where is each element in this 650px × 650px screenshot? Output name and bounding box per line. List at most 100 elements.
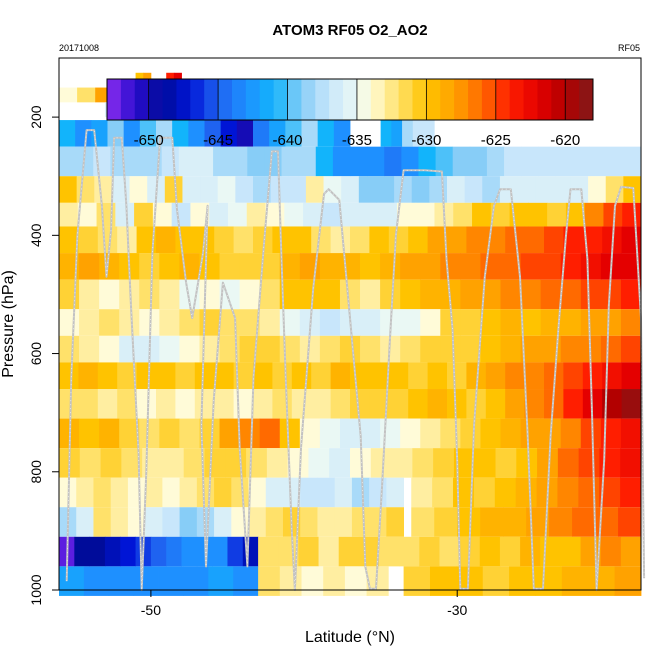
- heatmap-cell: [233, 362, 254, 390]
- heatmap-cell: [540, 253, 562, 280]
- heatmap-cell: [480, 253, 501, 280]
- heatmap-cell: [466, 226, 487, 254]
- heatmap-cell: [78, 226, 99, 254]
- heatmap-cell: [236, 120, 254, 147]
- heatmap-cell: [418, 146, 436, 177]
- heatmap-cell: [469, 146, 488, 177]
- colorbar-swatch: [398, 79, 413, 120]
- heatmap-cell: [400, 279, 421, 310]
- colorbar-swatch: [468, 79, 483, 120]
- heatmap-cell: [358, 536, 380, 567]
- heatmap-cell: [330, 226, 351, 254]
- colorbar: -650 -645 -640 -635 -630 -625 -620: [106, 78, 594, 149]
- heatmap-cell: [447, 226, 467, 254]
- heatmap-cell: [499, 536, 521, 567]
- heatmap-cell: [288, 176, 307, 203]
- heatmap-cell: [258, 536, 279, 567]
- heatmap-cell: [291, 362, 312, 390]
- heatmap-cell: [145, 477, 163, 508]
- heatmap-cell: [209, 202, 229, 227]
- heatmap-cell: [59, 226, 79, 254]
- heatmap-cell: [440, 309, 461, 336]
- heatmap-cell: [419, 536, 440, 567]
- heatmap-cell: [134, 202, 154, 227]
- heatmap-cell: [588, 176, 607, 203]
- heatmap-cell: [401, 146, 419, 177]
- heatmap-cell: [440, 253, 461, 280]
- heatmap-cell: [400, 253, 421, 280]
- colorbar-swatch: [523, 79, 538, 120]
- heatmap-cell: [239, 253, 261, 280]
- heatmap-cell: [175, 362, 196, 390]
- colorbar-swatch: [343, 79, 358, 120]
- heatmap-cell: [317, 507, 336, 537]
- heatmap-cell: [248, 477, 267, 508]
- heatmap-cell: [272, 389, 293, 419]
- heatmap-cell: [490, 202, 510, 227]
- heatmap-cell: [540, 279, 562, 310]
- heatmap-cell: [178, 146, 197, 177]
- heatmap-cell: [246, 448, 268, 478]
- colorbar-swatch: [384, 79, 399, 120]
- heatmap-cell: [119, 309, 140, 336]
- heatmap-cell: [472, 202, 492, 227]
- heatmap-cell: [453, 448, 476, 478]
- heatmap-cell: [59, 389, 79, 419]
- heatmap-cell: [156, 389, 176, 419]
- heatmap-cell: [388, 389, 409, 419]
- heatmap-cell: [219, 335, 241, 363]
- heatmap-cell: [175, 389, 196, 419]
- heatmap-cell: [299, 335, 321, 363]
- heatmap-cell: [158, 566, 184, 596]
- heatmap-cell: [213, 146, 231, 177]
- heatmap-cell: [319, 418, 341, 449]
- heatmap-cell: [323, 176, 342, 203]
- heatmap-cell: [339, 253, 361, 280]
- heatmap-cell: [315, 146, 334, 177]
- heatmap-cell: [350, 146, 368, 177]
- flight-track: [65, 129, 646, 591]
- heatmap-cell: [350, 226, 370, 254]
- heatmap-cell: [516, 448, 538, 478]
- plot-frame: [58, 57, 642, 591]
- heatmap-cell: [341, 176, 360, 203]
- heatmap-cell: [457, 507, 481, 537]
- heatmap-cell: [369, 362, 390, 390]
- heatmap-cell: [79, 448, 101, 478]
- colorbar-swatch: [301, 79, 316, 120]
- heatmap-cell: [403, 566, 431, 596]
- y-axis: 200 400 600 800 1000: [28, 105, 59, 606]
- heatmap-cell: [230, 146, 248, 177]
- heatmap-cell: [104, 536, 121, 567]
- heatmap-cell: [233, 566, 259, 596]
- heatmap-cell: [303, 202, 323, 227]
- heatmap-cell: [460, 253, 481, 280]
- heatmap-cell: [412, 448, 434, 478]
- colorbar-swatch: [329, 79, 344, 120]
- heatmap-cell: [194, 389, 215, 419]
- heatmap-cell: [330, 362, 351, 390]
- heatmap-cell: [300, 477, 318, 508]
- heatmap-cell: [214, 389, 234, 419]
- heatmap-cell: [452, 146, 471, 177]
- flight-track-dots: [66, 129, 645, 591]
- heatmap-cell: [258, 566, 281, 596]
- heatmap-cell: [300, 507, 318, 537]
- heatmap-cell: [123, 120, 141, 147]
- heatmap-cell: [338, 536, 360, 567]
- heatmap-cell: [219, 309, 241, 336]
- heatmap-cell: [544, 226, 564, 254]
- y-tick-label: 800: [28, 460, 44, 484]
- colorbar-swatch: [551, 79, 566, 120]
- heatmap-cell: [517, 176, 536, 203]
- heatmap-cell: [412, 120, 424, 147]
- heatmap-cell: [129, 176, 148, 203]
- heatmap-cell: [111, 176, 130, 203]
- colorbar-swatch: [245, 79, 261, 120]
- heatmap-cell: [301, 566, 324, 596]
- heatmap-cell: [563, 362, 584, 390]
- heatmap-cell: [311, 362, 331, 390]
- colorbar-tick-label: -650: [134, 132, 164, 149]
- heatmap-cell: [578, 448, 600, 478]
